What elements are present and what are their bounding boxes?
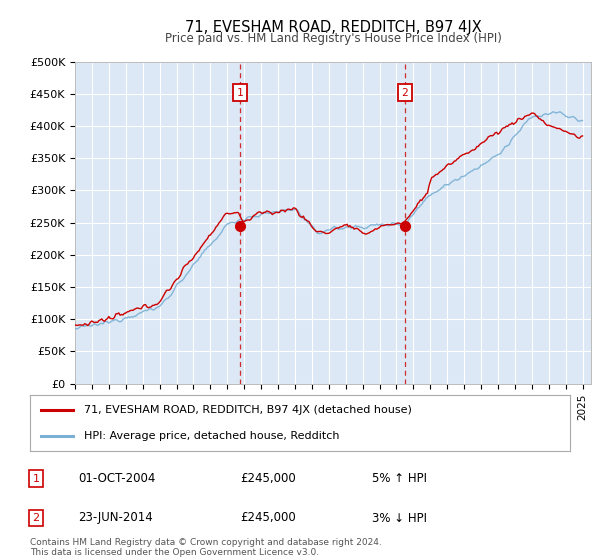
Text: 2: 2	[401, 87, 408, 97]
Text: 3% ↓ HPI: 3% ↓ HPI	[372, 511, 427, 525]
Text: 2: 2	[32, 513, 40, 523]
Text: 71, EVESHAM ROAD, REDDITCH, B97 4JX (detached house): 71, EVESHAM ROAD, REDDITCH, B97 4JX (det…	[84, 405, 412, 415]
Text: 23-JUN-2014: 23-JUN-2014	[78, 511, 153, 525]
Text: 1: 1	[32, 474, 40, 484]
Text: £245,000: £245,000	[240, 472, 296, 486]
Text: Contains HM Land Registry data © Crown copyright and database right 2024.
This d: Contains HM Land Registry data © Crown c…	[30, 538, 382, 557]
Text: 5% ↑ HPI: 5% ↑ HPI	[372, 472, 427, 486]
Text: 01-OCT-2004: 01-OCT-2004	[78, 472, 155, 486]
Text: £245,000: £245,000	[240, 511, 296, 525]
Text: HPI: Average price, detached house, Redditch: HPI: Average price, detached house, Redd…	[84, 431, 340, 441]
Text: 1: 1	[236, 87, 244, 97]
Text: 71, EVESHAM ROAD, REDDITCH, B97 4JX: 71, EVESHAM ROAD, REDDITCH, B97 4JX	[185, 20, 481, 35]
Text: Price paid vs. HM Land Registry's House Price Index (HPI): Price paid vs. HM Land Registry's House …	[164, 32, 502, 45]
